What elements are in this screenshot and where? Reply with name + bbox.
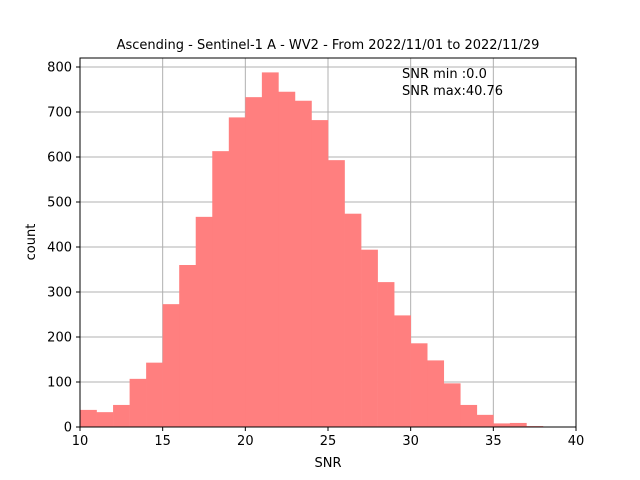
bar <box>311 120 329 427</box>
annotation-snr-min: SNR min :0.0 <box>402 67 487 82</box>
y-axis-label: count <box>24 224 39 261</box>
y-tick-label: 400 <box>47 241 72 256</box>
x-tick-label: 10 <box>72 434 89 449</box>
bar <box>261 72 279 428</box>
bar <box>410 343 428 427</box>
bar <box>476 414 494 427</box>
bar <box>377 282 395 427</box>
x-tick-label: 35 <box>485 434 502 449</box>
x-tick-label: 25 <box>320 434 337 449</box>
y-tick-label: 800 <box>47 61 72 76</box>
bar <box>509 422 527 427</box>
bar <box>460 404 478 427</box>
bar <box>394 315 411 427</box>
bar <box>493 423 511 427</box>
bar <box>162 304 180 427</box>
bar <box>80 409 97 427</box>
annotation-snr-max: SNR max:40.76 <box>402 84 503 99</box>
x-axis-label: SNR <box>314 456 341 471</box>
y-tick-label: 0 <box>64 421 72 436</box>
y-tick-label: 700 <box>47 106 72 121</box>
y-tick-label: 200 <box>47 331 72 346</box>
chart-title: Ascending - Sentinel-1 A - WV2 - From 20… <box>117 38 540 53</box>
x-tick-label: 15 <box>154 434 171 449</box>
bar <box>212 151 230 427</box>
x-axis: 10 15 20 25 30 35 40 <box>72 427 585 449</box>
y-tick-label: 300 <box>47 286 72 301</box>
bar <box>228 117 246 428</box>
bar <box>113 404 130 427</box>
x-tick-label: 30 <box>402 434 419 449</box>
bar <box>344 213 362 427</box>
bar <box>278 91 296 427</box>
bar <box>427 360 445 427</box>
bar <box>245 97 263 428</box>
bar <box>195 216 213 427</box>
bar <box>179 265 197 427</box>
bar <box>361 249 378 427</box>
y-tick-label: 500 <box>47 196 72 211</box>
bar <box>294 100 312 427</box>
bars <box>80 72 544 428</box>
bar <box>443 383 461 427</box>
bar <box>328 160 345 427</box>
bar <box>129 378 147 427</box>
y-tick-label: 600 <box>47 151 72 166</box>
x-tick-label: 20 <box>237 434 254 449</box>
y-axis: 0 100 200 300 400 500 600 700 800 <box>47 61 80 436</box>
x-tick-label: 40 <box>568 434 585 449</box>
y-tick-label: 100 <box>47 376 72 391</box>
bar <box>96 412 114 427</box>
bar <box>146 362 163 427</box>
